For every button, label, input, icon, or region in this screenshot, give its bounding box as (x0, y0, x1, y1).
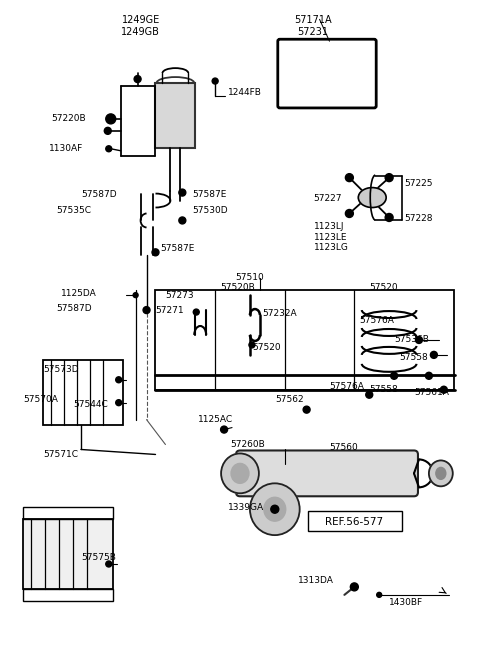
Circle shape (271, 505, 279, 514)
Circle shape (249, 342, 255, 348)
Circle shape (134, 75, 141, 83)
Text: 1339GA: 1339GA (228, 503, 264, 512)
Text: 1125AC: 1125AC (198, 415, 233, 424)
Text: 1430BF: 1430BF (389, 598, 423, 607)
Text: 57520: 57520 (369, 283, 398, 291)
Circle shape (179, 217, 186, 224)
Text: 57520: 57520 (252, 343, 280, 352)
Text: 57220B: 57220B (51, 115, 86, 123)
Text: 57171A
57231: 57171A 57231 (294, 16, 331, 37)
Circle shape (116, 400, 122, 405)
Circle shape (133, 293, 138, 297)
Circle shape (212, 78, 218, 84)
Ellipse shape (429, 460, 453, 486)
Circle shape (104, 127, 111, 134)
Ellipse shape (264, 497, 286, 521)
Text: 57558: 57558 (369, 385, 398, 394)
Bar (23, 507, 113, 519)
Text: 57558: 57558 (399, 353, 428, 362)
Text: 57561A: 57561A (414, 388, 449, 397)
Text: 57560: 57560 (329, 443, 358, 452)
Circle shape (106, 561, 112, 567)
Circle shape (179, 189, 186, 196)
Circle shape (391, 372, 397, 379)
Bar (156, 290, 454, 390)
Bar (156, 83, 195, 148)
Ellipse shape (250, 483, 300, 535)
Circle shape (116, 377, 122, 383)
Circle shape (193, 309, 199, 315)
Text: 57227: 57227 (313, 194, 342, 203)
Ellipse shape (436, 468, 446, 479)
Text: 57260B: 57260B (230, 440, 265, 449)
Circle shape (346, 174, 353, 181)
Text: 1313DA: 1313DA (298, 576, 334, 586)
Circle shape (377, 592, 382, 597)
Text: 57587E: 57587E (192, 190, 227, 199)
Circle shape (346, 210, 353, 217)
Ellipse shape (221, 453, 259, 493)
Circle shape (152, 249, 159, 256)
Text: 57510: 57510 (236, 272, 264, 282)
Circle shape (143, 307, 150, 314)
Text: 57520B: 57520B (220, 283, 255, 291)
Text: 57271: 57271 (156, 306, 184, 314)
Text: 57232A: 57232A (262, 309, 297, 318)
Circle shape (350, 583, 358, 591)
Text: 57587D: 57587D (81, 190, 117, 199)
Text: 1249GE
1249GB: 1249GE 1249GB (121, 16, 160, 37)
Text: 57530D: 57530D (192, 206, 228, 215)
Text: 57587E: 57587E (160, 244, 195, 253)
Text: 57587D: 57587D (56, 303, 92, 312)
Text: 1125DA: 1125DA (61, 289, 97, 297)
Ellipse shape (231, 464, 249, 483)
Text: 1244FB: 1244FB (228, 88, 262, 98)
Bar (43, 360, 123, 424)
Text: 57576A: 57576A (329, 383, 364, 391)
FancyBboxPatch shape (236, 451, 418, 496)
Text: 57225: 57225 (404, 179, 432, 188)
Text: 57562: 57562 (275, 395, 303, 404)
Circle shape (425, 372, 432, 379)
Circle shape (385, 214, 393, 221)
Bar (308, 511, 402, 531)
Text: 57273: 57273 (166, 291, 194, 299)
Text: 1130AF: 1130AF (49, 144, 84, 153)
Circle shape (416, 337, 422, 343)
Text: 1123LJ
1123LE
1123LG: 1123LJ 1123LE 1123LG (313, 223, 348, 252)
Text: 57576A: 57576A (360, 316, 394, 324)
Text: 57228: 57228 (404, 214, 432, 223)
Circle shape (366, 391, 373, 398)
Text: 57535C: 57535C (56, 206, 91, 215)
Circle shape (303, 406, 310, 413)
Text: 57544C: 57544C (73, 400, 108, 409)
Circle shape (106, 146, 112, 152)
Text: 57575B: 57575B (81, 553, 116, 561)
Text: 57571C: 57571C (43, 450, 78, 459)
Circle shape (385, 174, 393, 181)
Circle shape (221, 426, 228, 433)
Text: 57573D: 57573D (43, 365, 79, 374)
Bar (23, 519, 113, 589)
Bar (23, 589, 113, 601)
Circle shape (440, 386, 447, 393)
Text: 57570A: 57570A (23, 395, 58, 404)
Circle shape (431, 351, 437, 358)
Circle shape (106, 114, 116, 124)
Text: 57536B: 57536B (394, 335, 429, 345)
Ellipse shape (358, 187, 386, 208)
Text: REF.56-577: REF.56-577 (325, 517, 384, 527)
